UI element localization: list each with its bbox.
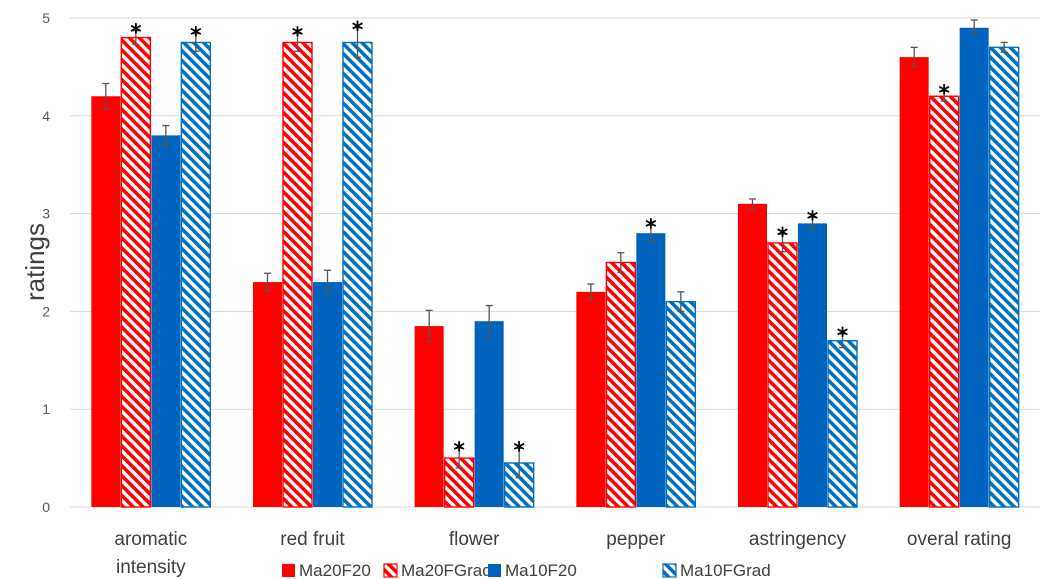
bar-Ma10FGrad-3 [665, 300, 697, 508]
error-bar-Ma10F20-1 [324, 269, 331, 295]
error-bar-Ma20F20-0 [102, 82, 110, 110]
error-bar-Ma10F20-4 [809, 216, 816, 230]
bar-Ma20F20-4 [738, 203, 767, 507]
y-tick-label-2: 2 [42, 303, 50, 319]
bar-Ma10F20-5 [959, 27, 989, 508]
y-tick-label-4: 4 [42, 108, 50, 124]
bar-Ma20FGrad-3 [605, 261, 637, 508]
category-label-0-line2: intensity [116, 557, 186, 578]
error-bar-Ma20F20-5 [910, 46, 918, 68]
bar-Ma10F20-1 [313, 282, 342, 507]
x-axis-categories: aromatic intensity red fruit flower pepper as… [114, 529, 1011, 578]
category-label-2: flower [449, 529, 500, 550]
bars [91, 27, 1020, 508]
y-tick-label-3: 3 [42, 206, 50, 222]
gridlines [70, 17, 1040, 508]
legend-swatch-Ma10F20 [488, 564, 501, 577]
legend-swatch-Ma20FGrad [383, 563, 398, 578]
category-label-4: astringency [749, 529, 847, 550]
error-bar-Ma10FGrad-5 [1000, 41, 1008, 53]
significance-star-Ma10F20-4: * [807, 208, 819, 233]
bar-Ma20F20-3 [576, 291, 606, 507]
error-bar-Ma20F20-1 [264, 272, 271, 292]
bar-Ma10F20-2 [474, 321, 504, 507]
significance-markers: * * * * * * * * * * * [130, 18, 950, 464]
bar-Ma10FGrad-1 [342, 41, 373, 508]
error-bar-Ma20FGrad-5 [940, 90, 948, 102]
error-bar-Ma20F20-4 [749, 198, 756, 210]
bar-Ma20FGrad-1 [282, 41, 313, 508]
bar-Ma10F20-0 [151, 135, 181, 508]
legend-item-Ma10F20: Ma10F20 [488, 561, 577, 579]
error-bar-Ma10F20-3 [647, 224, 655, 242]
error-bar-Ma10F20-0 [162, 124, 170, 146]
significance-star-Ma10FGrad-4: * [837, 324, 849, 349]
legend: Ma20F20 Ma20FGrad Ma10F20 Ma10FGrad [282, 561, 771, 579]
error-bar-Ma10F20-2 [485, 304, 493, 338]
significance-star-Ma10FGrad-2: * [513, 438, 525, 463]
error-bar-Ma10F20-5 [970, 19, 978, 37]
error-bar-Ma20F20-3 [587, 283, 595, 301]
error-bars [102, 19, 1008, 479]
error-bar-Ma10FGrad-0 [192, 32, 200, 52]
error-bar-Ma10FGrad-2 [515, 447, 523, 479]
significance-star-Ma10F20-3: * [645, 215, 657, 240]
bar-Ma20F20-0 [91, 96, 121, 508]
legend-label-Ma20FGrad: Ma20FGrad [401, 561, 492, 579]
significance-star-Ma20FGrad-0: * [130, 21, 142, 46]
bar-Ma10F20-4 [798, 223, 827, 507]
bar-Ma20FGrad-0 [120, 36, 152, 508]
legend-swatch-Ma20F20 [282, 564, 295, 577]
significance-star-Ma20FGrad-5: * [938, 81, 950, 106]
legend-swatch-Ma10FGrad [662, 563, 677, 578]
y-tick-label-0: 0 [42, 499, 50, 515]
error-bar-Ma20FGrad-2 [455, 447, 463, 469]
bar-Ma20F20-1 [253, 282, 282, 507]
category-label-0: aromatic [114, 529, 187, 550]
error-bar-Ma20F20-2 [425, 309, 433, 343]
error-bar-Ma20FGrad-0 [132, 30, 140, 46]
y-tick-label-1: 1 [42, 401, 50, 417]
bar-Ma20F20-5 [899, 57, 929, 508]
bar-Ma10FGrad-5 [988, 46, 1020, 508]
error-bar-Ma10FGrad-1 [354, 27, 361, 58]
significance-star-Ma10FGrad-0: * [190, 24, 202, 49]
error-bar-Ma20FGrad-4 [779, 233, 786, 253]
error-bar-Ma10FGrad-3 [677, 291, 685, 313]
bar-Ma20FGrad-5 [928, 95, 960, 508]
legend-item-Ma20FGrad: Ma20FGrad [383, 561, 492, 579]
legend-item-Ma20F20: Ma20F20 [282, 561, 371, 579]
y-tick-label-5: 5 [42, 10, 50, 26]
significance-star-Ma10FGrad-1: * [352, 18, 364, 43]
bar-Ma10F20-3 [636, 233, 666, 507]
significance-star-Ma20FGrad-1: * [292, 24, 304, 49]
bar-Ma10FGrad-0 [180, 41, 212, 508]
category-label-5: overal rating [907, 529, 1012, 550]
category-label-1: red fruit [280, 529, 345, 550]
y-axis-ticks: 0 1 2 3 4 5 [42, 10, 50, 515]
bar-Ma10FGrad-4 [827, 340, 858, 508]
error-bar-Ma10FGrad-4 [839, 333, 846, 349]
error-bar-Ma20FGrad-3 [617, 252, 625, 273]
significance-star-Ma20FGrad-2: * [453, 438, 465, 463]
significance-star-Ma20FGrad-4: * [777, 224, 789, 249]
legend-label-Ma20F20: Ma20F20 [299, 561, 371, 579]
category-label-3: pepper [606, 529, 666, 550]
legend-label-Ma10F20: Ma10F20 [505, 561, 577, 579]
error-bar-Ma20FGrad-1 [294, 32, 301, 52]
bar-Ma20F20-2 [414, 326, 444, 507]
y-axis-title: ratings [20, 223, 50, 301]
legend-item-Ma10FGrad: Ma10FGrad [662, 561, 771, 579]
legend-label-Ma10FGrad: Ma10FGrad [680, 561, 771, 579]
bar-Ma20FGrad-4 [767, 242, 798, 508]
